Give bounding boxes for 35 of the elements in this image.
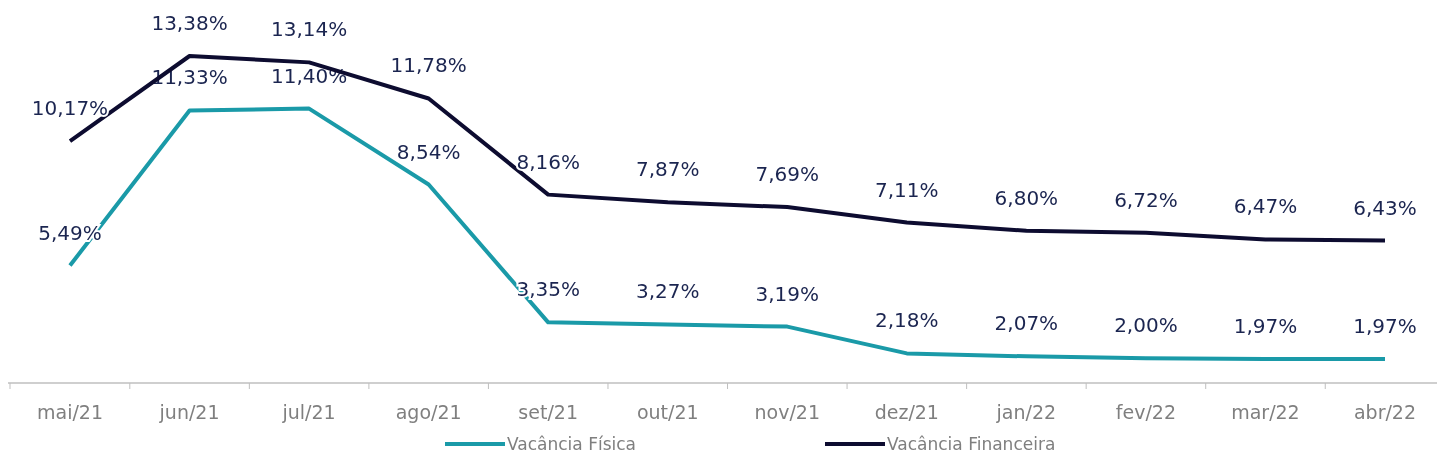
- x-tick-label: out/21: [636, 401, 699, 423]
- x-tick-label: abr/22: [1353, 401, 1417, 423]
- x-tick-label: nov/21: [754, 401, 821, 423]
- legend-label: Vacância Financeira: [887, 434, 1056, 454]
- legend-label: Vacância Física: [507, 434, 637, 454]
- x-tick-label: jul/21: [281, 401, 336, 423]
- data-label: 2,18%: [875, 308, 939, 333]
- data-label: 3,19%: [755, 281, 820, 306]
- x-tick-label: dez/21: [874, 401, 939, 423]
- data-label: 11,40%: [270, 63, 348, 88]
- data-label: 13,14%: [270, 17, 348, 42]
- data-label: 6,43%: [1353, 195, 1417, 220]
- data-label: 7,11%: [875, 177, 939, 202]
- data-label: 6,47%: [1233, 194, 1298, 219]
- data-label: 8,54%: [396, 139, 461, 164]
- data-label: 6,80%: [994, 185, 1059, 210]
- x-tick-label: mar/22: [1231, 401, 1300, 423]
- data-label: 1,97%: [1353, 314, 1417, 338]
- data-label: 6,72%: [1114, 187, 1178, 212]
- x-tick-label: set/21: [518, 401, 578, 423]
- x-tick-label: mai/21: [36, 401, 104, 423]
- data-label: 11,78%: [390, 53, 467, 78]
- data-label: 2,00%: [1114, 313, 1178, 338]
- data-label: 7,87%: [635, 157, 700, 182]
- x-tick-label: jun/21: [158, 401, 220, 423]
- x-tick-label: jan/22: [995, 401, 1057, 423]
- data-label: 8,16%: [516, 149, 580, 174]
- data-label: 1,97%: [1233, 314, 1298, 338]
- data-label: 2,07%: [994, 311, 1059, 336]
- x-tick-label: ago/21: [395, 401, 462, 423]
- data-label: 10,17%: [31, 96, 109, 121]
- data-label: 7,69%: [755, 162, 820, 187]
- x-tick-label: fev/22: [1115, 401, 1177, 423]
- data-label: 13,38%: [151, 11, 228, 35]
- data-label: 3,27%: [635, 279, 700, 304]
